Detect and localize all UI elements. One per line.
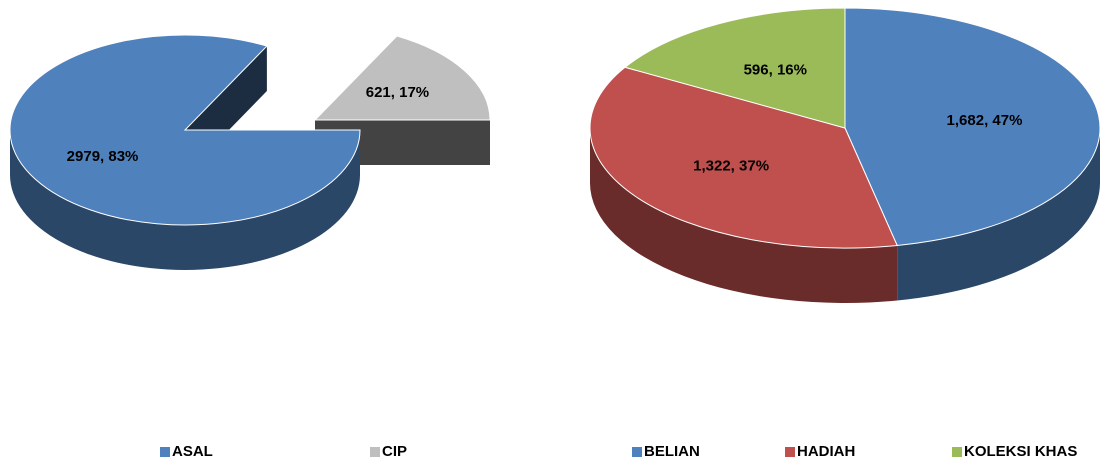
data-label: 1,682, 47% (947, 112, 1023, 129)
slice (9, 34, 361, 226)
legend-label: BELIAN (644, 443, 700, 460)
data-label: 621, 17% (366, 84, 429, 101)
legend-swatch (952, 447, 962, 457)
legend-swatch (785, 447, 795, 457)
data-label: 596, 16% (744, 62, 807, 79)
legend-swatch (632, 447, 642, 457)
legend-swatch (370, 447, 380, 457)
legend-label: KOLEKSI KHAS (964, 443, 1077, 460)
legend-label: CIP (382, 443, 407, 460)
slice-wall (10, 130, 360, 270)
slice-wall (897, 128, 1100, 301)
slice (313, 35, 491, 121)
data-label: 1,322, 37% (693, 157, 769, 174)
legend-label: ASAL (172, 443, 213, 460)
data-label: 2979, 83% (67, 148, 139, 165)
legend-label: HADIAH (797, 443, 855, 460)
slice (844, 7, 1101, 246)
slice-wall (590, 128, 898, 303)
legend-swatch (160, 447, 170, 457)
slice (589, 66, 898, 249)
slice (623, 7, 846, 129)
